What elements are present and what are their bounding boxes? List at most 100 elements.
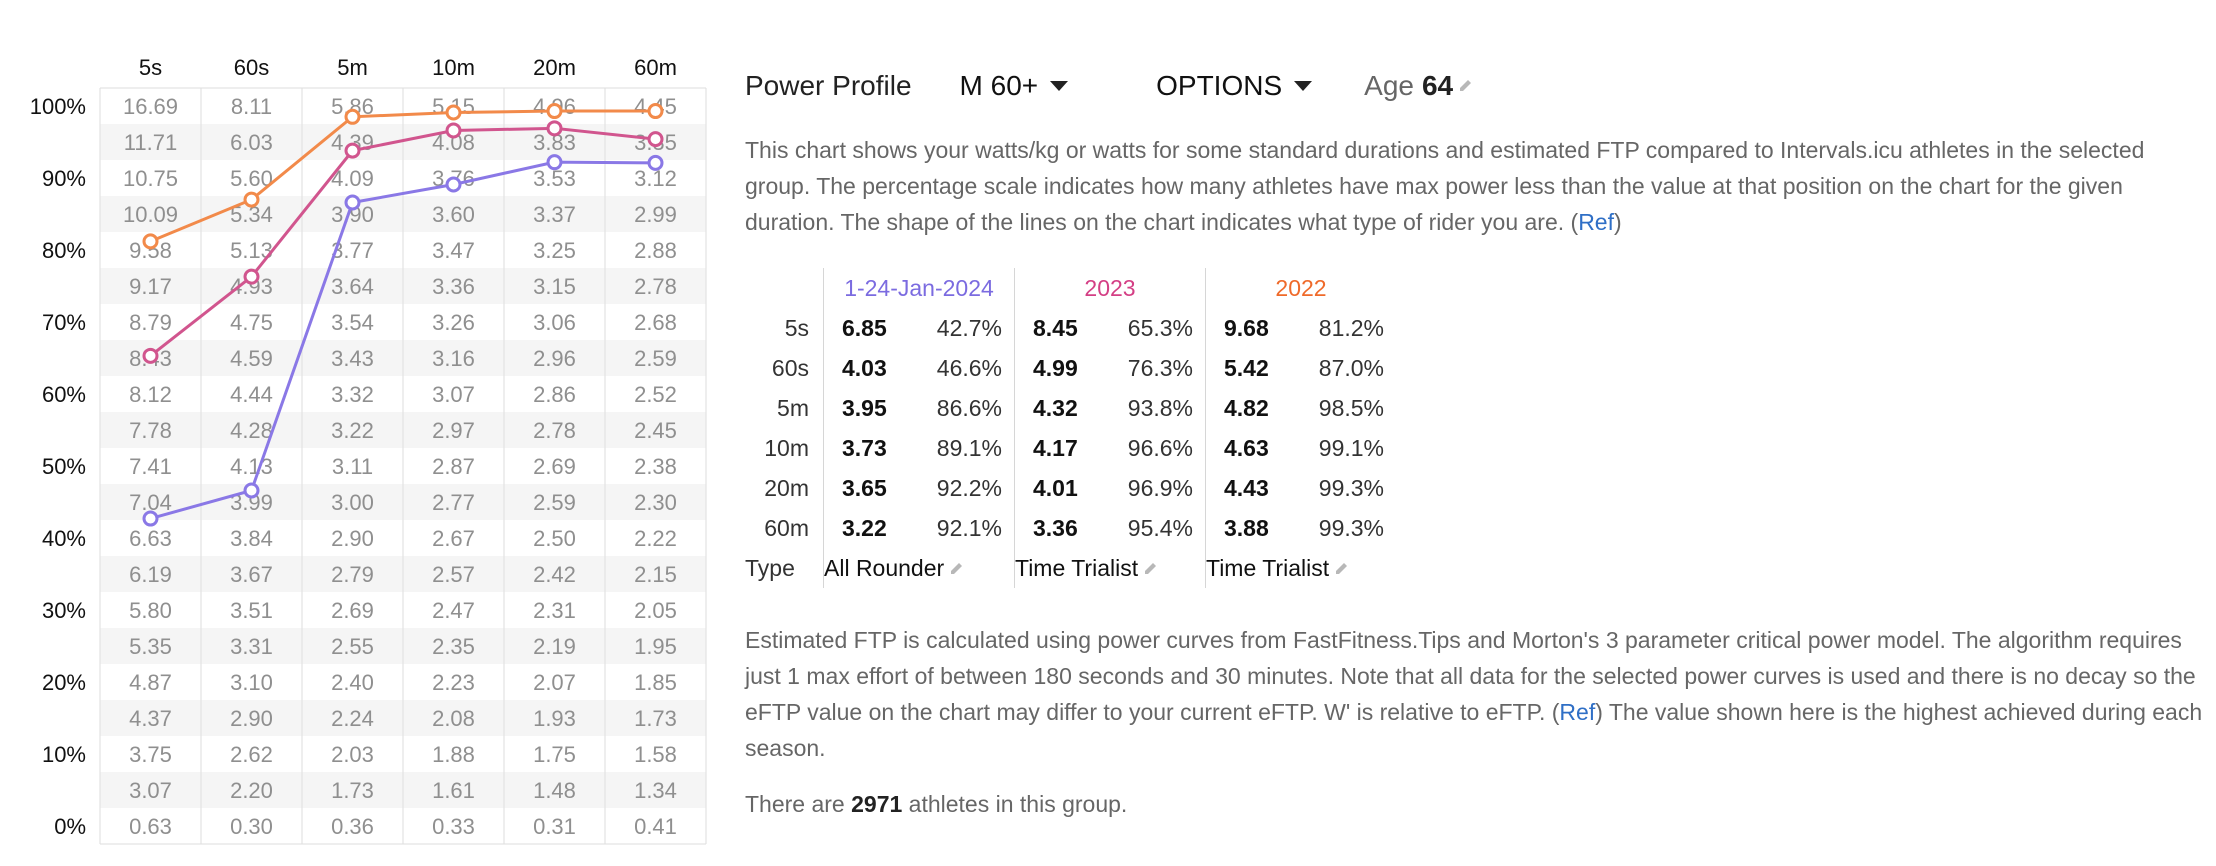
- season-value: 4.17: [1014, 428, 1103, 468]
- edit-pencil-icon[interactable]: [1333, 560, 1351, 578]
- intro-ref-link[interactable]: Ref: [1578, 209, 1614, 235]
- grid-value: 5.80: [129, 598, 172, 623]
- grid-value: 2.87: [432, 454, 475, 479]
- grid-value: 1.85: [634, 670, 677, 695]
- season-percent: 98.5%: [1318, 394, 1384, 421]
- grid-value: 3.36: [432, 274, 475, 299]
- season-percent: 76.3%: [1127, 354, 1193, 381]
- season-percent: 93.8%: [1127, 394, 1193, 421]
- grid-value: 0.41: [634, 814, 677, 839]
- duration-row: 60m 3.22 92.1% 3.36 95.4% 3.88 99.3%: [745, 508, 1396, 548]
- grid-value: 6.63: [129, 526, 172, 551]
- percent-label: 0%: [54, 814, 86, 839]
- grid-value: 8.12: [129, 382, 172, 407]
- grid-value: 2.78: [634, 274, 677, 299]
- grid-value: 2.90: [230, 706, 273, 731]
- grid-value: 2.86: [533, 382, 576, 407]
- grid-value: 2.08: [432, 706, 475, 731]
- season-value: 3.88: [1205, 508, 1294, 548]
- grid-value: 0.30: [230, 814, 273, 839]
- season-value: 4.32: [1014, 388, 1103, 428]
- ftp-ref-link[interactable]: Ref: [1559, 699, 1596, 725]
- grid-value: 1.93: [533, 706, 576, 731]
- grid-value: 4.75: [230, 310, 273, 335]
- intro-close-paren: ): [1613, 209, 1622, 235]
- grid-value: 0.31: [533, 814, 576, 839]
- rider-type-cell: Time Trialist: [1205, 548, 1396, 588]
- grid-value: 2.88: [634, 238, 677, 263]
- options-dropdown[interactable]: OPTIONS: [1156, 70, 1313, 102]
- grid-value: 4.59: [230, 346, 273, 371]
- group-dropdown[interactable]: M 60+: [960, 70, 1069, 102]
- grid-value: 2.23: [432, 670, 475, 695]
- season-value: 3.65: [823, 468, 912, 508]
- grid-value: 2.97: [432, 418, 475, 443]
- percent-label: 40%: [42, 526, 86, 551]
- duration-label: 60s: [771, 354, 809, 381]
- grid-value: 3.54: [331, 310, 374, 335]
- power-profile-header: Power Profile M 60+ OPTIONS Age 64: [745, 66, 1475, 106]
- grid-value: 10.09: [123, 202, 178, 227]
- series-line: [150, 160, 656, 521]
- rider-type-value[interactable]: All Rounder: [824, 554, 945, 581]
- duration-label: 5s: [784, 314, 809, 341]
- grid-value: 2.77: [432, 490, 475, 515]
- grid-value: 4.44: [230, 382, 273, 407]
- edit-pencil-icon[interactable]: [1457, 77, 1475, 95]
- seasons-header-row: 1-24-Jan-2024 2023 2022: [745, 268, 1396, 308]
- duration-label: 60m: [764, 514, 809, 541]
- series-line: [149, 126, 656, 358]
- grid-value: 2.45: [634, 418, 677, 443]
- series-point: [344, 194, 361, 211]
- ftp-note-text-1: Estimated FTP is calculated using power …: [745, 627, 2196, 725]
- ftp-note-text-2: ) The value shown here is the highest ac…: [745, 699, 2203, 761]
- series-point: [546, 120, 563, 137]
- season-value: 8.45: [1014, 308, 1103, 348]
- season-header: 1-24-Jan-2024: [823, 268, 1015, 308]
- grid-value: 3.07: [129, 778, 172, 803]
- column-header: 5s: [139, 55, 162, 80]
- rider-type-value[interactable]: Time Trialist: [1206, 554, 1330, 581]
- grid-value: 2.59: [533, 490, 576, 515]
- season-percent: 89.1%: [936, 434, 1002, 461]
- rider-type-value[interactable]: Time Trialist: [1015, 554, 1139, 581]
- grid-value: 2.90: [331, 526, 374, 551]
- grid-value: 1.58: [634, 742, 677, 767]
- percent-label: 60%: [42, 382, 86, 407]
- grid-value: 2.62: [230, 742, 273, 767]
- grid-value: 2.22: [634, 526, 677, 551]
- series-point: [243, 191, 260, 208]
- season-percent: 81.2%: [1318, 314, 1384, 341]
- grid-value: 2.30: [634, 490, 677, 515]
- grid-value: 3.84: [230, 526, 273, 551]
- series-point: [647, 131, 664, 148]
- grid-value: 2.31: [533, 598, 576, 623]
- header-spacer: [745, 268, 824, 308]
- duration-label: 5m: [777, 394, 809, 421]
- series-point: [546, 103, 563, 120]
- athlete-count-prefix: There are: [745, 791, 845, 817]
- percent-label: 50%: [42, 454, 86, 479]
- grid-value: 3.11: [332, 454, 373, 479]
- edit-pencil-icon[interactable]: [1142, 560, 1160, 578]
- seasons-table: 1-24-Jan-2024 2023 2022 5s 6.85 42.7% 8.45 65.3…: [745, 268, 1396, 588]
- season-value: 4.99: [1014, 348, 1103, 388]
- grid-value: 0.63: [129, 814, 172, 839]
- grid-value: 2.57: [432, 562, 475, 587]
- edit-pencil-icon[interactable]: [948, 560, 966, 578]
- age-value[interactable]: 64: [1421, 70, 1454, 101]
- grid-value: 3.75: [129, 742, 172, 767]
- grid-value: 3.00: [331, 490, 374, 515]
- season-percent: 99.3%: [1318, 514, 1384, 541]
- grid-value: 3.15: [533, 274, 576, 299]
- season-percent: 95.4%: [1127, 514, 1193, 541]
- grid-value: 3.10: [230, 670, 273, 695]
- duration-row: 5m 3.95 86.6% 4.32 93.8% 4.82 98.5%: [745, 388, 1396, 428]
- column-header: 60s: [234, 55, 269, 80]
- season-value: 4.01: [1014, 468, 1103, 508]
- season-percent: 86.6%: [936, 394, 1002, 421]
- grid-value: 0.36: [331, 814, 374, 839]
- series-point: [243, 482, 260, 499]
- grid-value: 11.71: [124, 130, 177, 155]
- grid-value: 1.34: [634, 778, 677, 803]
